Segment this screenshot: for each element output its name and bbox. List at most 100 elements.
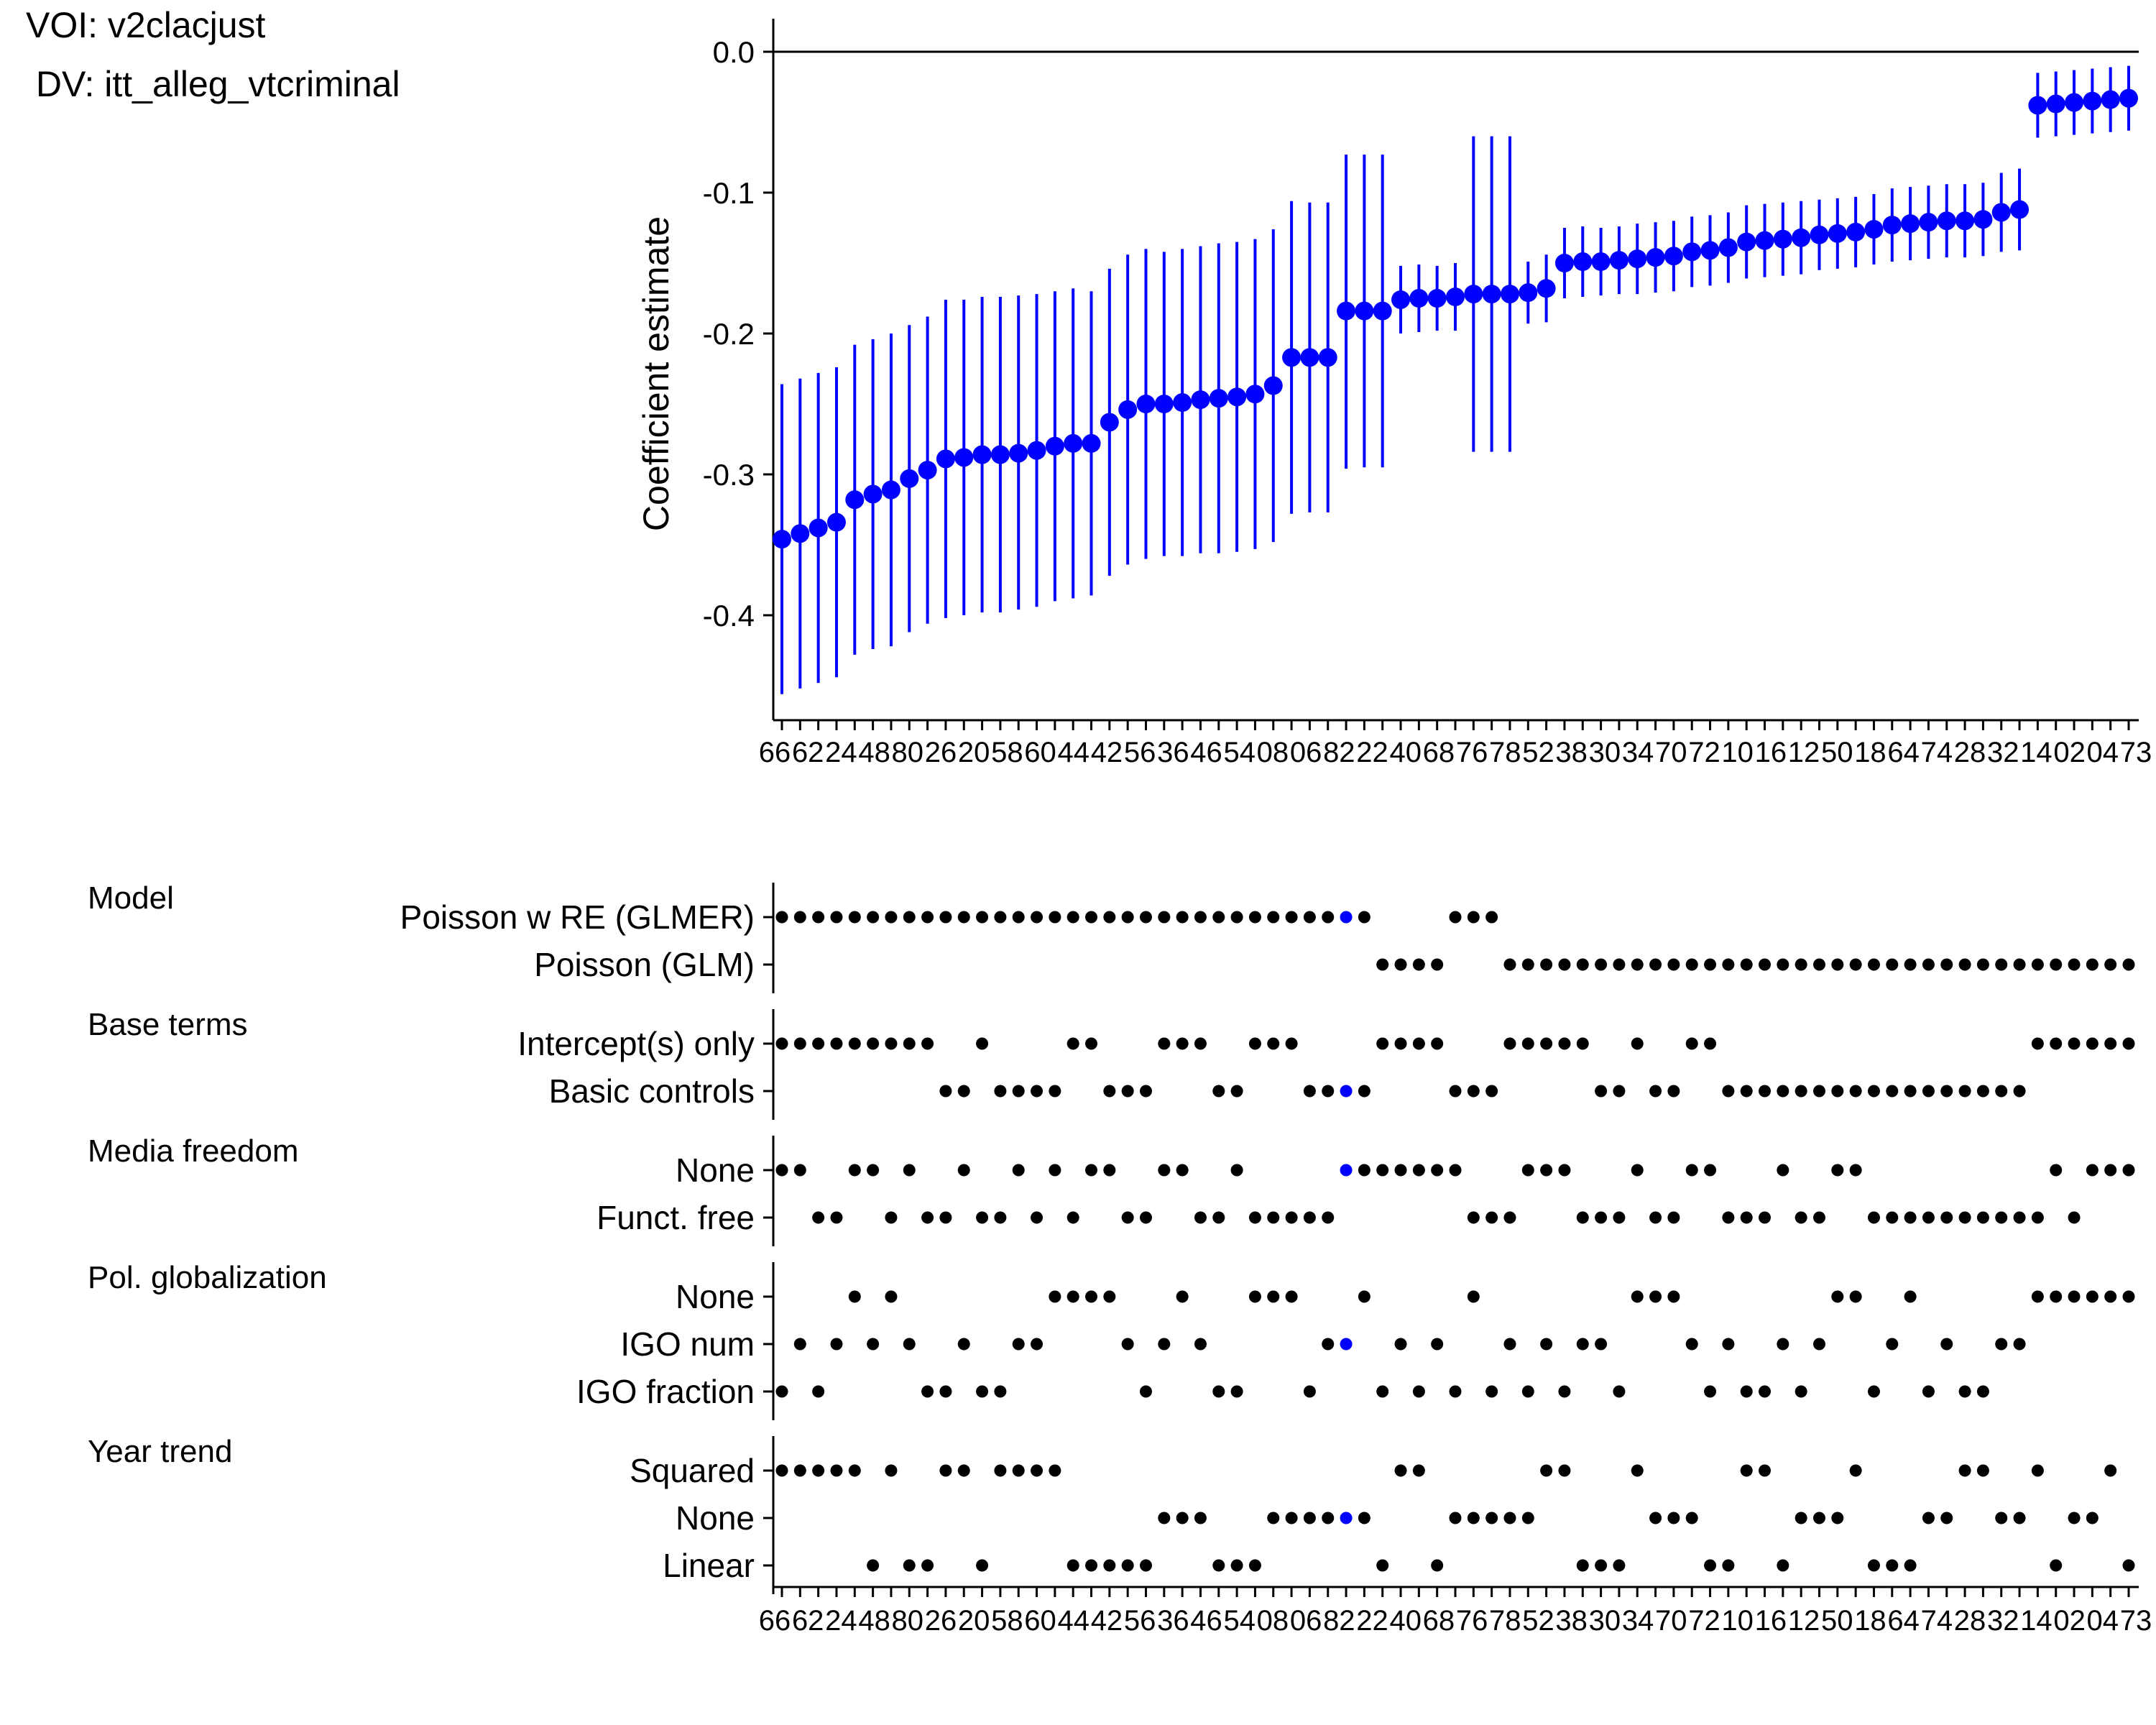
x-tick-label: 46 [1190, 737, 1222, 768]
estimate-point [1591, 252, 1611, 272]
indicator-dot [1139, 911, 1152, 924]
y-tick-label: -0.4 [703, 599, 755, 632]
estimate-point [2046, 94, 2065, 114]
indicator-dot [1121, 1085, 1134, 1098]
estimate-point [1482, 285, 1501, 304]
x-tick-label: 30 [1589, 1605, 1621, 1637]
voi-label: VOI: v2clacjust [26, 5, 266, 45]
indicator-dot [1976, 1464, 1989, 1477]
x-tick-label: 22 [1356, 1605, 1388, 1637]
group-label: Pol. globalization [88, 1260, 327, 1295]
indicator-dot [793, 1464, 806, 1477]
estimate-point [1191, 390, 1210, 410]
x-tick-label: 80 [892, 1605, 924, 1637]
indicator-dot [1431, 1037, 1444, 1050]
indicator-dot [1158, 911, 1171, 924]
estimate-point [1628, 249, 1647, 269]
x-tick-label: 32 [1987, 737, 2019, 768]
indicator-dot [1867, 1385, 1880, 1398]
indicator-dot [921, 1211, 934, 1224]
indicator-dot [1759, 1211, 1772, 1224]
indicator-dot [1376, 1385, 1389, 1398]
x-tick-label: 34 [1622, 737, 1654, 768]
indicator-dot [1940, 958, 1953, 971]
indicator-dot [1976, 1085, 1989, 1098]
indicator-dot [1521, 1164, 1534, 1177]
indicator-dot [1176, 1037, 1189, 1050]
indicator-dot [1685, 1037, 1698, 1050]
row-label: Linear [663, 1547, 755, 1584]
indicator-dot [775, 1385, 788, 1398]
indicator-dot [939, 1385, 952, 1398]
estimate-point [1609, 251, 1628, 270]
indicator-dot [1049, 1464, 1061, 1477]
indicator-dot [1922, 1085, 1935, 1098]
indicator-dot [1085, 1290, 1098, 1303]
indicator-dot [2104, 1037, 2117, 1050]
indicator-dot [1376, 958, 1389, 971]
indicator-dot [2068, 1512, 2081, 1524]
indicator-dot [1049, 911, 1061, 924]
indicator-dot [1376, 1164, 1389, 1177]
indicator-dot [1831, 958, 1844, 971]
indicator-dot [1303, 911, 1316, 924]
indicator-dot [1976, 1385, 1989, 1398]
indicator-dot [1322, 1512, 1335, 1524]
indicator-dot [2104, 958, 2117, 971]
indicator-dot [1012, 1085, 1025, 1098]
estimate-point [1864, 219, 1884, 239]
x-tick-label: 62 [792, 737, 824, 768]
indicator-dot [1740, 1085, 1753, 1098]
indicator-dot [1958, 1385, 1971, 1398]
estimate-point [2065, 93, 2084, 112]
estimate-point [791, 524, 810, 543]
indicator-dot [1103, 1164, 1116, 1177]
indicator-dot [1248, 911, 1261, 924]
indicator-dot [1322, 1211, 1335, 1224]
indicator-dot [1958, 1211, 1971, 1224]
indicator-dot [994, 1464, 1007, 1477]
x-tick-label: 56 [1124, 1605, 1156, 1637]
estimate-point [1901, 214, 1920, 234]
indicator-dot [1230, 1385, 1243, 1398]
indicator-dot [1267, 1037, 1280, 1050]
indicator-dot [1904, 1211, 1917, 1224]
x-tick-label: 44 [1058, 737, 1090, 768]
estimate-point [1027, 441, 1046, 460]
estimate-point [1391, 290, 1411, 309]
estimate-point [1773, 229, 1792, 249]
group-label: Model [88, 880, 174, 916]
x-tick-label: 70 [1655, 737, 1687, 768]
indicator-dot [1849, 958, 1862, 971]
indicator-dot [1976, 958, 1989, 971]
indicator-dot [2013, 1085, 2026, 1098]
indicator-dot [1012, 911, 1025, 924]
indicator-dot [1012, 1338, 1025, 1351]
indicator-dot [1285, 911, 1298, 924]
coefficient-estimate-panel: 0.0 -0.1 -0.2 -0.3 -0.4 Coefficient estimate 6… [636, 19, 2152, 768]
indicator-dot [921, 1037, 934, 1050]
indicator-dot [1085, 1559, 1098, 1572]
indicator-dot [1194, 1211, 1207, 1224]
indicator-dot [2122, 1164, 2135, 1177]
indicator-dot [1067, 1037, 1079, 1050]
indicator-dot [793, 1338, 806, 1351]
indicator-dot [2050, 1559, 2063, 1572]
indicator-dot [830, 1464, 843, 1477]
estimate-point [954, 448, 974, 467]
indicator-dot [1376, 1559, 1389, 1572]
indicator-dot [1867, 1085, 1880, 1098]
x-tick-label: 64 [1887, 1605, 1920, 1637]
estimate-point [1409, 289, 1429, 308]
indicator-dot [1649, 1290, 1662, 1303]
indicator-dot [1613, 1559, 1626, 1572]
indicator-dot [1085, 1037, 1098, 1050]
x-tick-label: 64 [1887, 737, 1920, 768]
indicator-dot [1031, 911, 1044, 924]
indicator-dot [2031, 1037, 2044, 1050]
indicator-dot [1285, 1211, 1298, 1224]
indicator-dot [921, 1559, 934, 1572]
x-tick-label: 24 [825, 737, 857, 768]
indicator-dot [2068, 1290, 2081, 1303]
indicator-dot [1067, 911, 1079, 924]
